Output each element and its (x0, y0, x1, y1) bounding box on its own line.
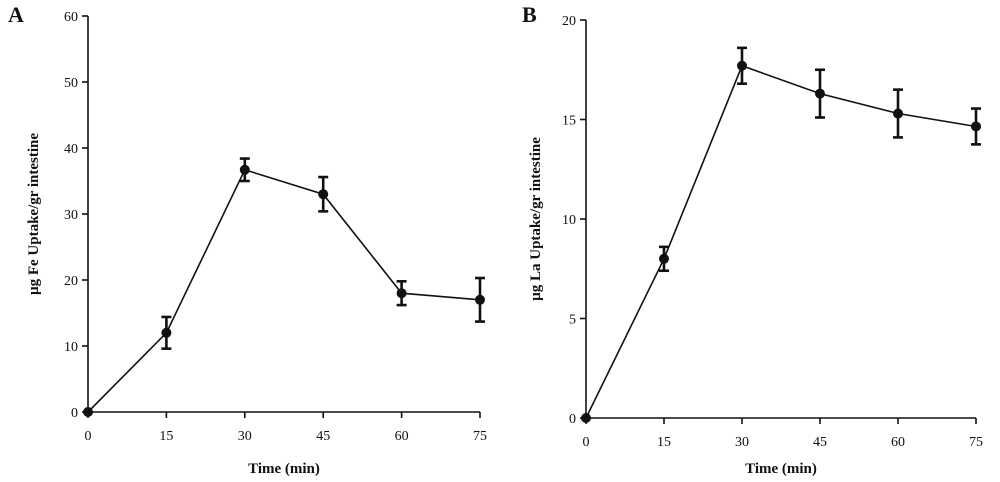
data-point (815, 88, 825, 99)
data-point (396, 288, 407, 299)
y-tick-label: 40 (64, 142, 78, 157)
x-axis-title: Time (min) (745, 461, 817, 477)
y-tick-label: 5 (569, 313, 576, 328)
y-tick-label: 20 (562, 14, 576, 29)
x-tick-label: 0 (583, 435, 590, 450)
panel-b: B 0 5 10 15 20 0 15 30 45 60 75 Time (min) µg La Upta… (522, 2, 983, 477)
x-tick-label: 15 (657, 435, 671, 450)
data-point (737, 60, 747, 71)
y-tick-label: 60 (64, 10, 78, 25)
data-point (581, 413, 591, 423)
data-point (161, 327, 172, 338)
series-line (87, 168, 481, 413)
x-axis-title: Time (min) (248, 461, 320, 477)
x-tick-label: 45 (316, 429, 330, 444)
y-tick-label: 20 (64, 274, 78, 289)
x-tick-label: 30 (238, 429, 252, 444)
y-tick-label: 15 (562, 114, 576, 129)
data-point (475, 294, 485, 305)
data-point (971, 121, 981, 132)
data-point (83, 407, 93, 417)
panel-letter: B (522, 2, 537, 27)
panel-letter: A (8, 2, 24, 27)
x-tick-label: 60 (395, 429, 409, 444)
x-tick-label: 60 (891, 435, 905, 450)
series-line (585, 64, 977, 419)
panel-a: A 0 10 20 30 40 50 60 0 15 30 45 60 75 Time (min) µg Fe… (8, 2, 487, 477)
y-tick-label: 10 (64, 340, 78, 355)
x-tick-label: 0 (85, 429, 92, 444)
data-point (318, 189, 329, 200)
x-tick-label: 30 (735, 435, 749, 450)
y-axis-title: µg Fe Uptake/gr intestine (26, 133, 42, 295)
y-tick-label: 50 (64, 76, 78, 91)
data-point (893, 108, 903, 119)
x-tick-label: 45 (813, 435, 827, 450)
x-tick-label: 75 (473, 429, 487, 444)
data-point (659, 253, 669, 264)
y-tick-label: 30 (64, 208, 78, 223)
y-axis-title: µg La Uptake/gr intestine (528, 137, 544, 301)
x-tick-label: 75 (969, 435, 983, 450)
y-tick-label: 10 (562, 213, 576, 228)
data-point (239, 164, 250, 175)
x-tick-label: 15 (159, 429, 173, 444)
y-tick-label: 0 (71, 406, 78, 421)
y-tick-label: 0 (569, 412, 576, 427)
